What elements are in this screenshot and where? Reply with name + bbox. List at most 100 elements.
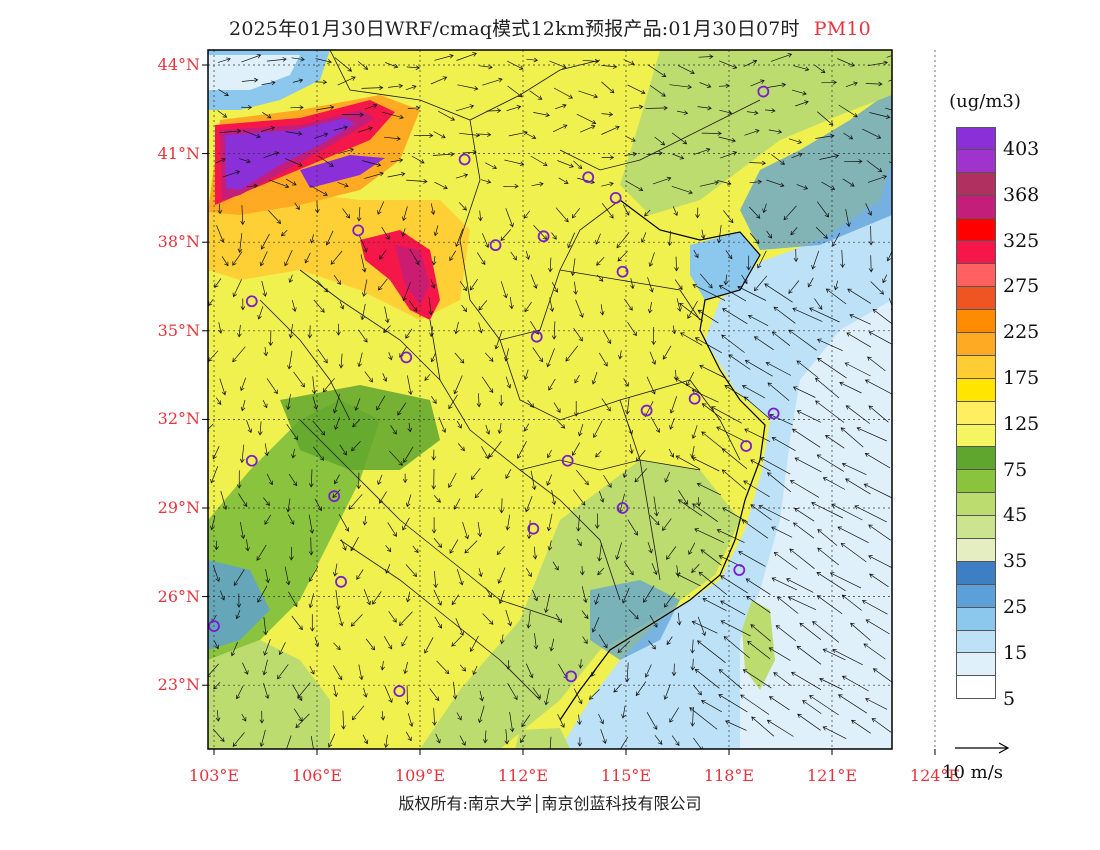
wind-arrow [383, 325, 391, 333]
wind-arrow [816, 454, 844, 472]
wind-arrow [430, 76, 448, 85]
wind-arrow [372, 591, 382, 605]
wind-arrow [482, 233, 490, 249]
wind-arrow [264, 514, 272, 525]
wind-arrow [792, 307, 823, 322]
wind-arrow [743, 480, 770, 498]
city-marker [537, 230, 550, 243]
wind-arrow [532, 347, 544, 363]
wind-arrow [284, 249, 293, 267]
wind-arrow [316, 280, 328, 293]
wind-arrow [449, 539, 459, 554]
wind-arrow [627, 424, 633, 435]
wind-arrow [292, 78, 304, 84]
wind-arrow [792, 522, 815, 539]
city-marker [609, 191, 622, 204]
wind-arrow [217, 110, 228, 118]
wind-arrow [408, 300, 418, 312]
wind-arrow [333, 684, 338, 698]
wind-arrow [434, 53, 454, 61]
wind-arrow [599, 352, 608, 367]
wind-arrow [260, 233, 270, 250]
wind-arrow [894, 181, 907, 189]
wind-arrow [462, 149, 477, 155]
city-marker [616, 265, 629, 278]
wind-arrow [838, 104, 858, 118]
wind-arrow [579, 566, 585, 576]
wind-arrow [600, 729, 607, 744]
wind-arrow [622, 587, 630, 604]
wind-arrow [314, 636, 320, 648]
wind-arrow [651, 562, 658, 576]
colorbar-swatch [956, 195, 996, 219]
wind-arrow [401, 206, 408, 222]
wind-arrow [507, 683, 518, 701]
wind-arrow [574, 375, 580, 384]
wind-arrow [527, 399, 535, 408]
wind-arrow [690, 639, 695, 654]
wind-arrow [787, 596, 817, 611]
wind-arrow [794, 508, 815, 522]
wind-arrow [594, 513, 600, 529]
wind-arrow [470, 467, 481, 481]
wind-arrow [263, 616, 268, 636]
wind-arrow [840, 427, 864, 448]
wind-arrow [239, 444, 245, 464]
colorbar-swatch [956, 630, 996, 654]
graticule [208, 50, 936, 749]
wind-arrow [594, 593, 600, 605]
city-marker [458, 153, 471, 166]
wind-arrow [624, 151, 638, 157]
wind-arrow [268, 330, 274, 347]
wind-arrow [533, 112, 550, 118]
wind-arrow [352, 419, 360, 428]
wind-arrow [358, 329, 368, 343]
wind-arrow [510, 251, 517, 261]
wind-arrow [571, 207, 581, 219]
wind-arrow [599, 304, 605, 316]
wind-arrow [598, 713, 604, 725]
wind-arrow [233, 569, 245, 586]
wind-arrow [693, 147, 711, 155]
wind-arrow [348, 494, 363, 510]
wind-arrow [482, 613, 494, 625]
wind-arrow [337, 611, 344, 627]
wind-arrow [547, 257, 553, 273]
wind-arrow [313, 446, 324, 461]
wind-arrow [749, 160, 767, 166]
wind-arrow [358, 234, 368, 253]
wind-arrow [241, 53, 262, 63]
wind-arrow [809, 307, 840, 323]
wind-arrow [591, 664, 600, 677]
wind-arrow [360, 303, 366, 321]
wind-arrow [268, 210, 282, 224]
map-frame [207, 49, 893, 750]
wind-arrow [595, 450, 602, 458]
wind-arrow [737, 285, 767, 301]
wind-arrow [214, 540, 219, 551]
wind-arrow [601, 64, 618, 69]
wind-arrow [309, 614, 315, 632]
wind-arrow [662, 518, 672, 531]
wind-arrow [459, 280, 468, 292]
wind-arrow [263, 346, 269, 357]
wind-arrow [488, 441, 502, 458]
wind-arrow [260, 126, 276, 132]
wind-arrow [482, 77, 503, 86]
wind-arrow [433, 225, 439, 237]
colorbar-label: 368 [1003, 183, 1040, 206]
wind-arrow [867, 356, 886, 372]
wind-arrow [363, 687, 368, 698]
city-marker [245, 295, 258, 308]
wind-arrow [864, 452, 891, 469]
wind-arrow [749, 179, 763, 185]
wind-arrow [840, 542, 867, 563]
wind-arrow [697, 616, 707, 637]
wind-arrow [750, 79, 765, 87]
wind-arrow [671, 735, 680, 746]
wind-arrow [796, 645, 822, 665]
wind-arrow [351, 440, 361, 452]
wind-arrow [517, 441, 527, 459]
wind-arrow [304, 252, 311, 264]
wind-arrow [210, 465, 219, 484]
